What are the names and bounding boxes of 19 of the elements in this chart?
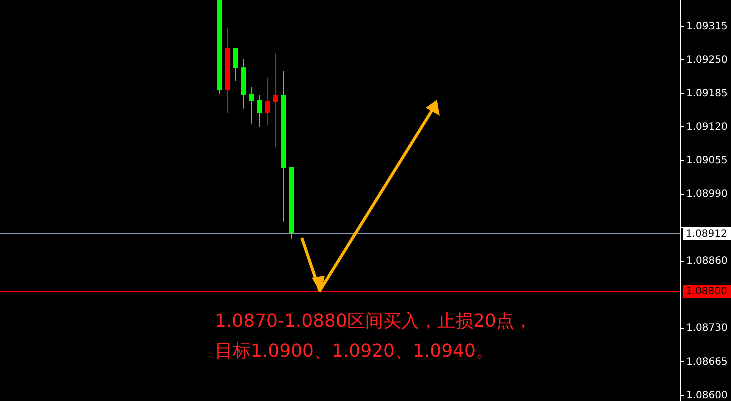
y-tick-label: 1.09315 bbox=[686, 21, 728, 32]
annotation: 目标1.0900、1.0920、1.0940。 bbox=[215, 341, 494, 362]
y-tick-label: 1.09185 bbox=[686, 88, 728, 100]
y-tick-label: 1.09055 bbox=[686, 155, 728, 166]
candlestick bbox=[274, 53, 278, 148]
ref-line-label: 1.08800 bbox=[686, 286, 728, 298]
y-tick-label: 1.08665 bbox=[686, 356, 728, 368]
candlestick bbox=[234, 48, 238, 82]
candlestick bbox=[258, 94, 262, 128]
y-tick-label: 1.08990 bbox=[686, 189, 728, 200]
y-tick-label: 1.09120 bbox=[686, 122, 728, 133]
y-tick-label: 1.08860 bbox=[686, 256, 728, 268]
y-tick-label: 1.09250 bbox=[686, 54, 728, 66]
annotation: 1.0870-1.0880区间买入，止损20点， bbox=[215, 311, 532, 332]
y-tick-label: 1.08730 bbox=[686, 323, 728, 334]
ref-line-label: 1.08912 bbox=[686, 228, 728, 240]
candlestick bbox=[266, 78, 270, 126]
y-tick-label: 1.08600 bbox=[686, 390, 728, 401]
candlestick bbox=[250, 86, 254, 124]
